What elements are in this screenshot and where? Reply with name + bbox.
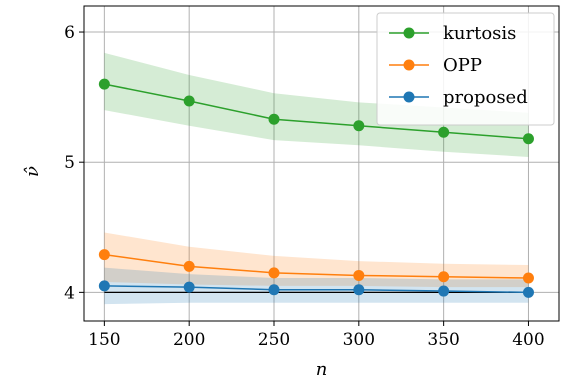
point-proposed bbox=[522, 286, 534, 298]
point-OPP bbox=[353, 269, 365, 281]
x-tick-label: 300 bbox=[343, 330, 375, 350]
band-OPP bbox=[104, 232, 529, 288]
y-tick-label: 6 bbox=[64, 23, 75, 43]
series-lines bbox=[104, 83, 529, 294]
legend-label-proposed: proposed bbox=[443, 87, 528, 108]
point-OPP bbox=[98, 249, 110, 261]
point-proposed bbox=[98, 280, 110, 292]
point-proposed bbox=[268, 284, 280, 296]
plot-frame bbox=[83, 5, 560, 322]
point-OPP bbox=[183, 260, 195, 272]
point-proposed bbox=[438, 285, 450, 297]
band-proposed bbox=[104, 267, 529, 305]
point-kurtosis bbox=[183, 95, 195, 107]
point-kurtosis bbox=[438, 126, 450, 138]
line-kurtosis bbox=[104, 83, 529, 140]
y-axis-label: ν̂ bbox=[22, 166, 43, 177]
x-tick-label: 250 bbox=[258, 330, 290, 350]
line-proposed bbox=[104, 285, 529, 294]
x-tick-label: 150 bbox=[88, 330, 120, 350]
legend-label-OPP: OPP bbox=[443, 55, 482, 76]
point-proposed bbox=[353, 284, 365, 296]
y-tick-label: 4 bbox=[64, 283, 75, 303]
x-axis-label: n bbox=[316, 359, 328, 380]
point-kurtosis bbox=[522, 133, 534, 145]
legend-marker-kurtosis bbox=[403, 27, 415, 39]
point-OPP bbox=[438, 271, 450, 283]
legend-marker-proposed bbox=[403, 91, 415, 103]
point-kurtosis bbox=[268, 113, 280, 125]
x-tick-label: 200 bbox=[173, 330, 205, 350]
legend-marker-OPP bbox=[403, 59, 415, 71]
point-kurtosis bbox=[353, 120, 365, 132]
axis-ticks: 150 200 250 300 350 400 4 5 6 bbox=[64, 23, 545, 350]
y-tick-label: 5 bbox=[64, 153, 75, 173]
series-points bbox=[98, 78, 534, 298]
point-OPP bbox=[522, 272, 534, 284]
point-OPP bbox=[268, 267, 280, 279]
legend-label-kurtosis: kurtosis bbox=[443, 23, 516, 44]
x-tick-label: 350 bbox=[427, 330, 459, 350]
line-OPP bbox=[104, 253, 529, 279]
point-proposed bbox=[183, 281, 195, 293]
legend: kurtosis OPP proposed bbox=[376, 12, 555, 126]
x-tick-label: 400 bbox=[512, 330, 544, 350]
point-kurtosis bbox=[98, 78, 110, 90]
